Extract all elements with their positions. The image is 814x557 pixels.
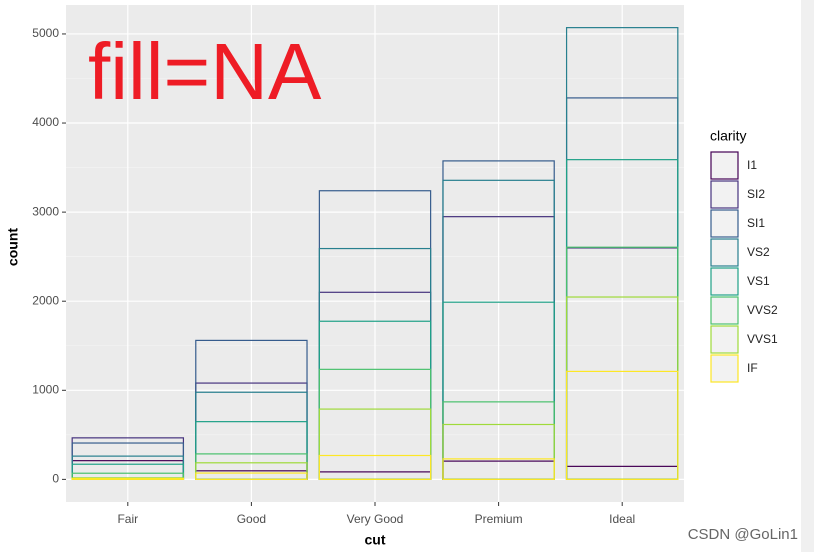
y-tick-label: 4000 bbox=[32, 115, 59, 129]
legend-label: VS2 bbox=[747, 245, 770, 259]
legend-key bbox=[710, 354, 739, 383]
legend-key bbox=[710, 296, 739, 325]
watermark: CSDN @GoLin1 bbox=[688, 526, 798, 543]
legend-key bbox=[710, 151, 739, 180]
x-tick-label: Premium bbox=[475, 512, 523, 526]
bar bbox=[318, 454, 432, 480]
bar bbox=[71, 477, 185, 480]
bar bbox=[442, 458, 555, 480]
y-tick-label: 5000 bbox=[32, 26, 59, 40]
bar bbox=[565, 370, 679, 480]
x-tick-label: Fair bbox=[117, 512, 138, 526]
annotation: fill=NA bbox=[88, 27, 322, 116]
legend-key bbox=[710, 325, 739, 354]
legend-label: IF bbox=[747, 361, 758, 375]
x-tick-label: Good bbox=[237, 512, 266, 526]
legend-key bbox=[710, 209, 739, 238]
y-tick-label: 2000 bbox=[32, 293, 59, 307]
legend-key bbox=[710, 238, 739, 267]
bar bbox=[195, 472, 308, 480]
legend-label: VVS1 bbox=[747, 332, 778, 346]
legend-title: clarity bbox=[710, 128, 747, 144]
legend-key bbox=[710, 180, 739, 209]
legend-label: SI1 bbox=[747, 216, 765, 230]
y-tick-label: 1000 bbox=[32, 382, 59, 396]
y-axis-label: count bbox=[5, 228, 21, 266]
y-tick-label: 0 bbox=[52, 472, 59, 486]
y-tick-label: 3000 bbox=[32, 204, 59, 218]
legend-label: I1 bbox=[747, 158, 757, 172]
legend-label: SI2 bbox=[747, 187, 765, 201]
legend-label: VS1 bbox=[747, 274, 770, 288]
legend-label: VVS2 bbox=[747, 303, 778, 317]
x-axis-label: cut bbox=[365, 532, 386, 548]
x-tick-label: Ideal bbox=[609, 512, 635, 526]
legend-key bbox=[710, 267, 739, 296]
scrollbar bbox=[801, 0, 814, 552]
x-tick-label: Very Good bbox=[347, 512, 404, 526]
